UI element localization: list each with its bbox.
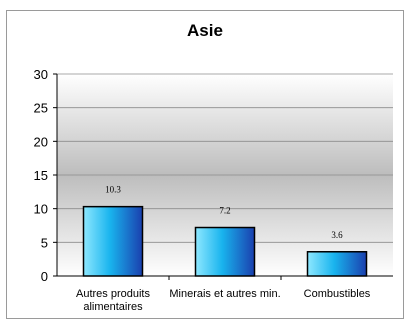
data-label: 7.2	[219, 206, 230, 216]
bar	[82, 205, 144, 277]
y-axis-ticks: 0 5 10 15 20 25 30	[34, 67, 57, 284]
bars	[82, 205, 368, 277]
x-category-label: alimentaires	[83, 301, 143, 313]
chart-title: Asie	[187, 21, 223, 40]
x-category-label: Autres produits	[76, 288, 150, 300]
data-label: 10.3	[105, 185, 121, 195]
x-category-label: Minerais et autres min.	[169, 288, 280, 300]
data-label: 3.6	[331, 230, 343, 240]
y-tick-label: 5	[41, 235, 48, 250]
y-tick-label: 15	[34, 168, 48, 183]
data-labels: 10.3 7.2 3.6	[105, 185, 343, 240]
bar	[306, 251, 368, 277]
y-tick-label: 30	[34, 67, 48, 82]
bar	[194, 226, 256, 277]
x-category-label: Combustibles	[304, 288, 371, 300]
y-tick-label: 10	[34, 202, 48, 217]
y-tick-label: 25	[34, 101, 48, 116]
y-tick-label: 20	[34, 134, 48, 149]
y-tick-label: 0	[41, 269, 48, 284]
